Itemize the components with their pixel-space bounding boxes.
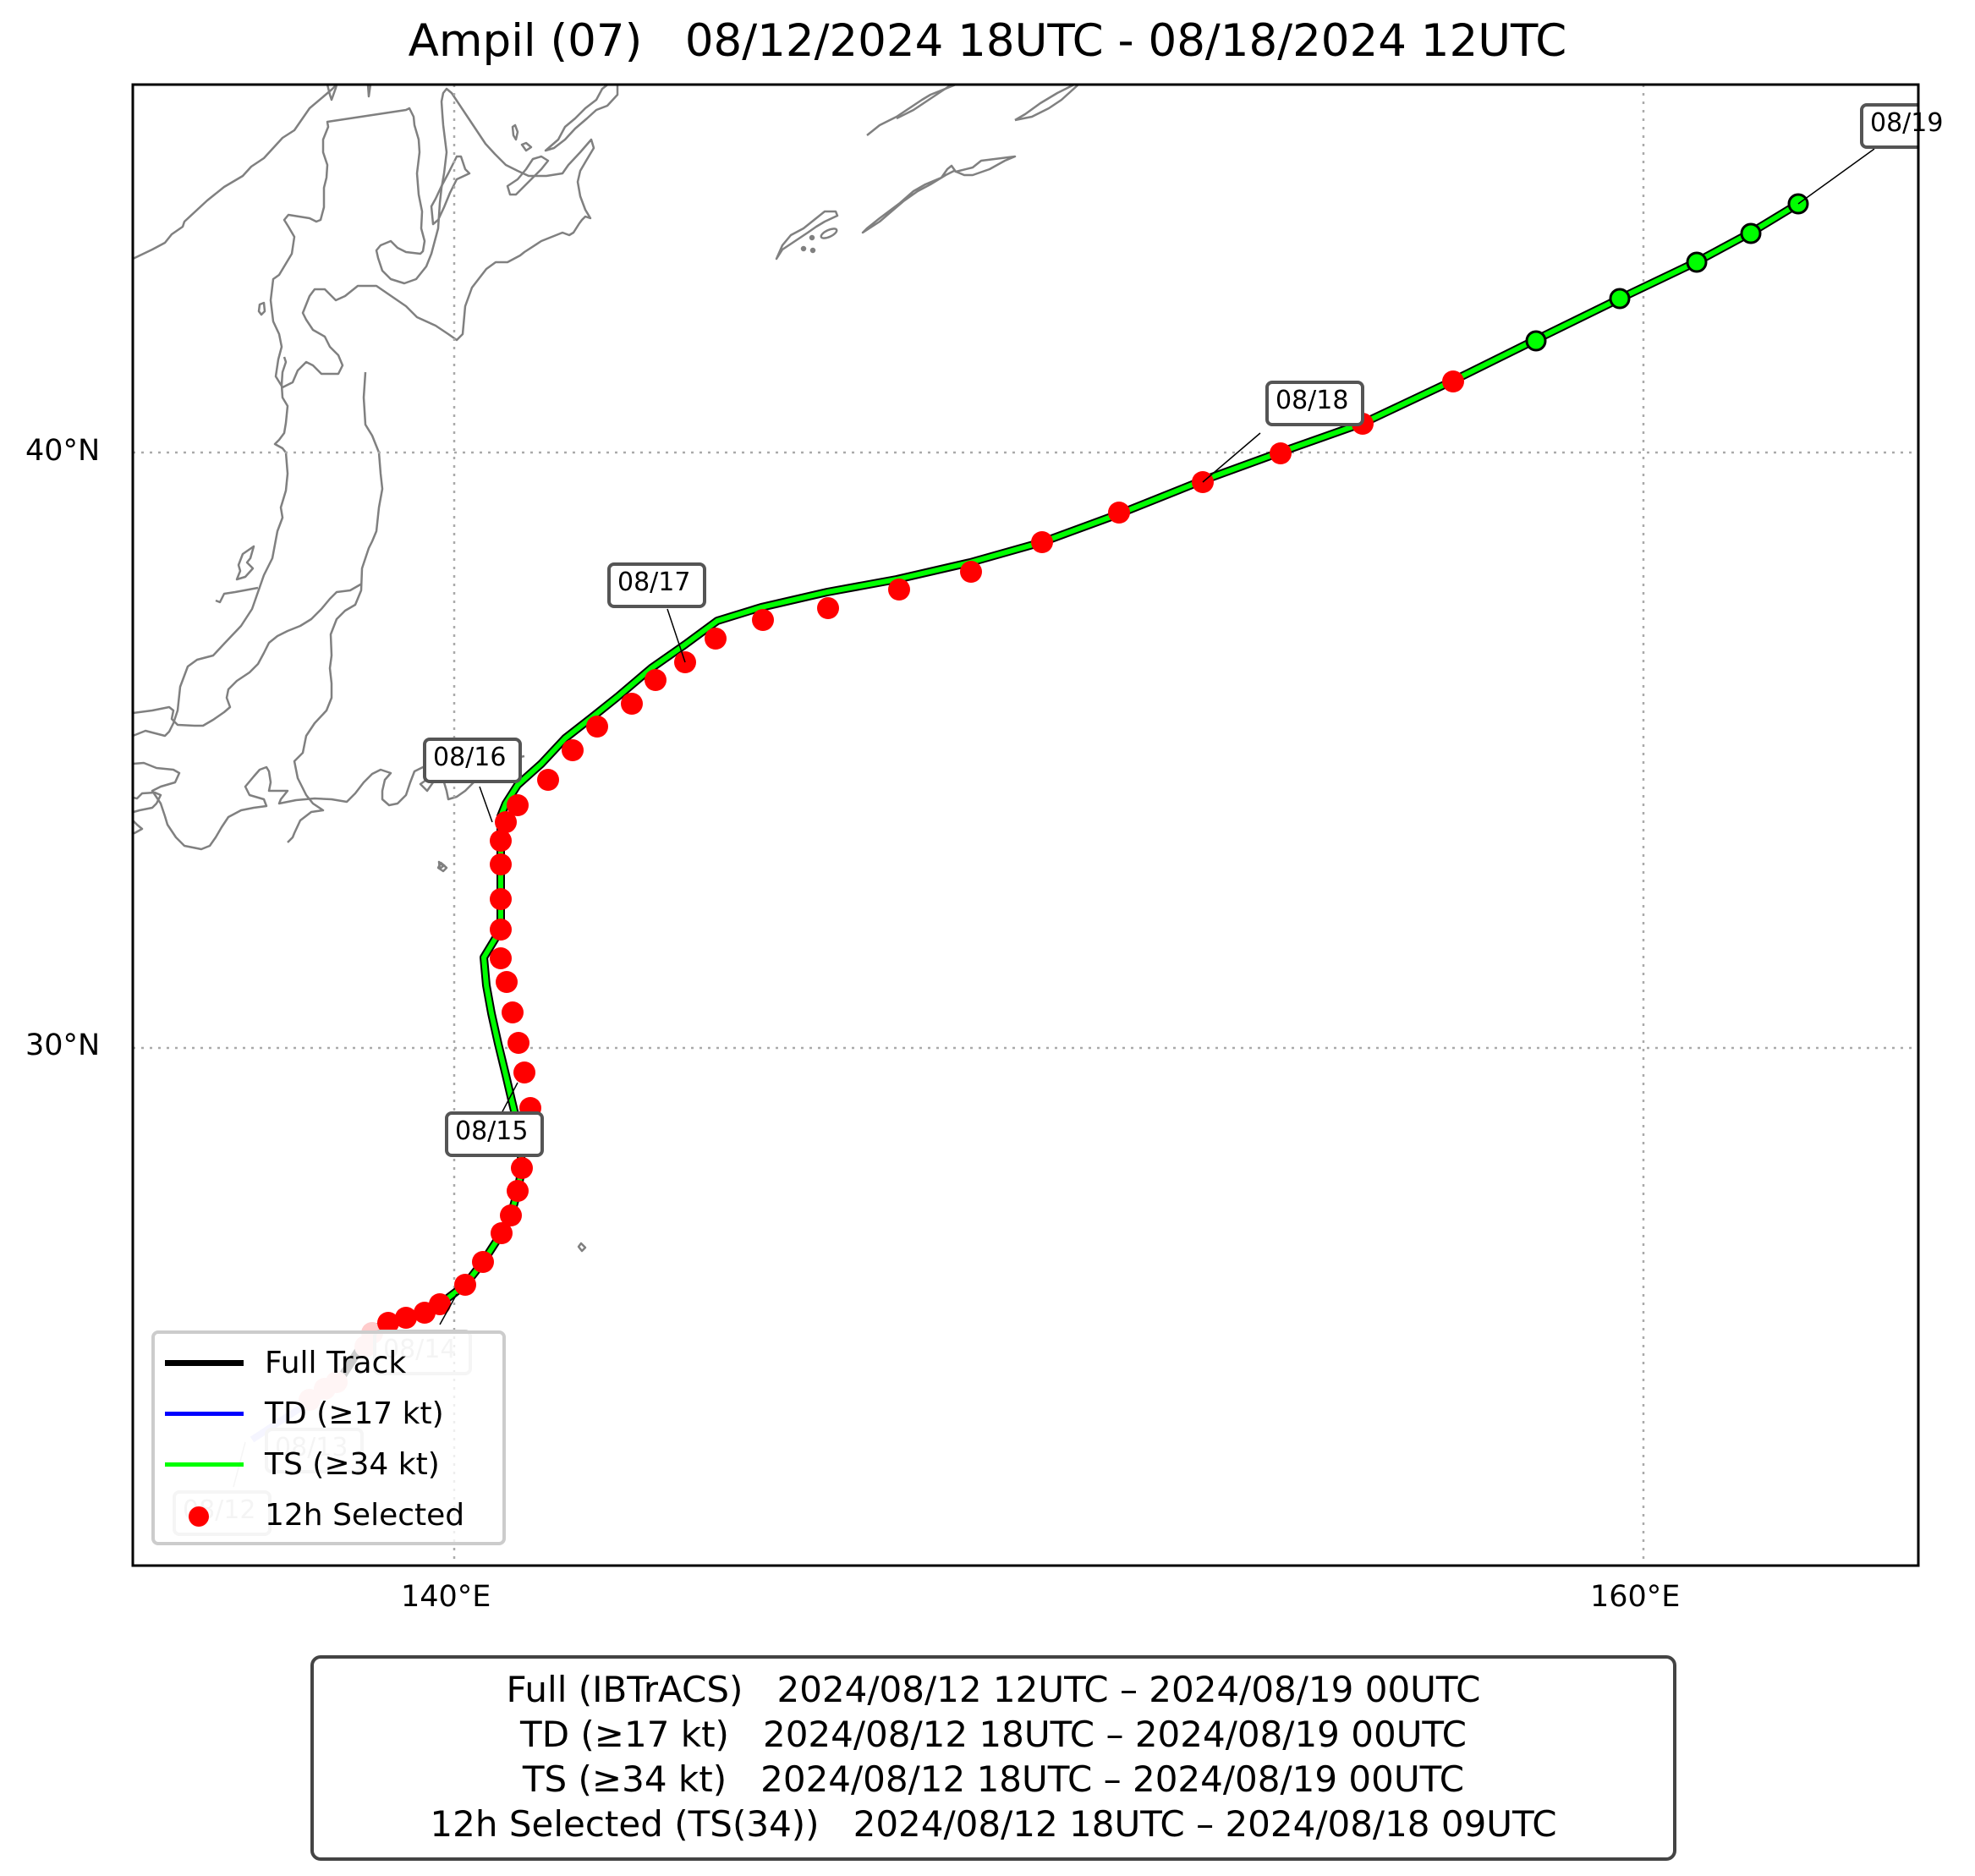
info-line-ts: TS (≥34 kt) 2024/08/12 18UTC – 2024/08/1…	[522, 1758, 1465, 1800]
ts-swatch	[165, 1462, 244, 1467]
x-tick-160e: 160°E	[1590, 1580, 1681, 1614]
date-label-0819: 08/19	[1870, 108, 1944, 138]
date-label-0815: 08/15	[455, 1116, 529, 1146]
legend-label: TD (≥17 kt)	[265, 1396, 444, 1431]
x-tick-140e: 140°E	[401, 1580, 491, 1614]
selected-points	[377, 370, 1464, 1334]
y-tick-40n: 40°N	[25, 434, 101, 468]
ts-tail-points	[1525, 193, 1809, 352]
td-swatch	[165, 1412, 244, 1416]
date-label-boxes	[423, 103, 1918, 1157]
date-label-0817: 08/17	[617, 568, 691, 597]
date-label-0816: 08/16	[433, 743, 507, 772]
info-line-full: Full (IBTrACS) 2024/08/12 12UTC – 2024/0…	[506, 1669, 1481, 1710]
gridlines	[133, 85, 1918, 1566]
storm-track	[173, 103, 1918, 1536]
info-line-selected: 12h Selected (TS(34)) 2024/08/12 18UTC –…	[430, 1803, 1557, 1845]
full-track-swatch	[165, 1360, 244, 1366]
legend-label: 12h Selected	[265, 1498, 465, 1533]
axes-frame	[131, 83, 1920, 1567]
full-track-line	[318, 200, 1801, 1399]
info-line-td: TD (≥17 kt) 2024/08/12 18UTC – 2024/08/1…	[520, 1714, 1467, 1755]
legend: Full Track TD (≥17 kt) TS (≥34 kt) 12h S…	[151, 1330, 506, 1545]
ts-track-line	[370, 201, 1800, 1332]
red-dot-marker-icon	[189, 1506, 209, 1527]
legend-label: Full Track	[265, 1346, 407, 1380]
date-leaders	[233, 148, 1875, 1488]
legend-label: TS (≥34 kt)	[265, 1447, 440, 1482]
period-info-box: Full (IBTrACS) 2024/08/12 12UTC – 2024/0…	[310, 1655, 1676, 1861]
date-label-0818: 08/18	[1276, 386, 1349, 415]
chart-title: Ampil (07) 08/12/2024 18UTC - 08/18/2024…	[408, 15, 1567, 67]
y-tick-30n: 30°N	[25, 1029, 101, 1062]
coastlines	[133, 85, 1079, 1253]
